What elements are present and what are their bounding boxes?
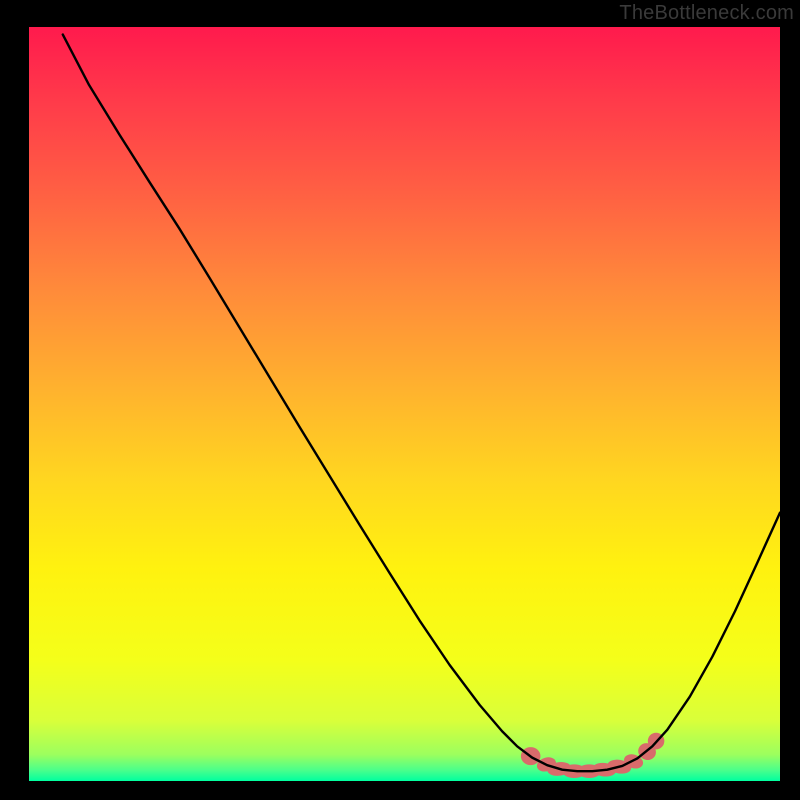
chart-container: TheBottleneck.com	[0, 0, 800, 800]
gradient-chart	[0, 0, 800, 800]
watermark-text: TheBottleneck.com	[619, 2, 794, 25]
plot-background	[29, 27, 780, 781]
